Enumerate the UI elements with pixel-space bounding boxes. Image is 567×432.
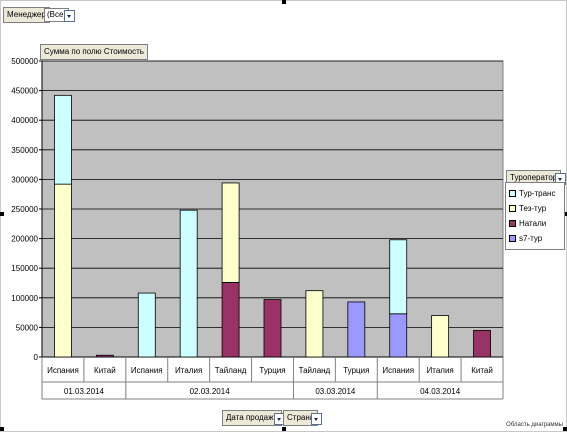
bar-segment	[305, 290, 324, 358]
legend-item-tur-trans: Тур-транс	[509, 188, 555, 200]
legend-swatch-tur-trans	[509, 190, 516, 198]
bar-segment	[389, 313, 408, 358]
legend-label-natali: Натали	[519, 219, 547, 228]
resize-handle-right[interactable]	[563, 212, 567, 216]
x-category-label: Испания	[382, 366, 414, 375]
y-tick-label: 50000	[16, 323, 39, 332]
legend: Тур-транс Тез-тур Натали s7-тур	[505, 182, 565, 250]
x-category-label: Китай	[471, 366, 493, 375]
bar-segment	[54, 94, 72, 185]
date-field-button[interactable]: Дата продажи	[222, 410, 282, 426]
bar-segment	[221, 182, 240, 283]
x-category-label: Тайланд	[299, 366, 331, 375]
y-tick-label: 0	[34, 353, 39, 362]
legend-item-s7-tur: s7-тур	[509, 233, 542, 245]
y-tick-label: 350000	[11, 146, 38, 155]
legend-label-tez-tur: Тез-тур	[519, 204, 547, 213]
x-category-label: Испания	[47, 366, 79, 375]
x-group-label: 03.03.2014	[315, 387, 356, 396]
x-category-label: Турция	[343, 366, 369, 375]
y-tick-label: 250000	[11, 205, 38, 214]
legend-swatch-s7-tur	[509, 235, 516, 243]
x-category-label: Тайланд	[215, 366, 247, 375]
resize-handle-top[interactable]	[282, 0, 286, 4]
x-category-label: Испания	[131, 366, 163, 375]
bar-segment	[473, 329, 491, 358]
x-group-label: 01.03.2014	[64, 387, 105, 396]
y-tick-label: 100000	[11, 294, 38, 303]
bar-segment	[179, 209, 198, 358]
y-tick-label: 450000	[11, 87, 38, 96]
bar-segment	[95, 354, 114, 358]
measure-field-button[interactable]: Сумма по полю Стоимость	[40, 44, 148, 60]
x-category-label: Италия	[427, 366, 454, 375]
x-category-label: Турция	[259, 366, 285, 375]
bar-segment	[54, 183, 72, 358]
x-group-label: 02.03.2014	[190, 387, 231, 396]
bar-segment	[263, 299, 282, 358]
x-category-label: Китай	[94, 366, 116, 375]
legend-swatch-tez-tur	[509, 205, 516, 213]
y-tick-label: 300000	[11, 175, 38, 184]
legend-label-s7-tur: s7-тур	[519, 234, 543, 243]
y-tick-label: 400000	[11, 116, 38, 125]
resize-handle-bottom[interactable]	[282, 427, 286, 431]
resize-handle-left[interactable]	[0, 212, 4, 216]
bar-segment	[389, 239, 408, 315]
chart-area-label: Область диаграммы	[506, 422, 563, 428]
y-tick-label: 150000	[11, 264, 38, 273]
x-group-label: 04.03.2014	[420, 387, 461, 396]
legend-label-tur-trans: Тур-транс	[519, 189, 556, 198]
legend-item-tez-tur: Тез-тур	[509, 203, 546, 215]
bar-segment	[347, 301, 366, 358]
resize-handle-bottom-right[interactable]	[563, 427, 567, 431]
bar-segment	[221, 282, 240, 358]
manager-dropdown-icon[interactable]	[64, 10, 75, 22]
legend-item-natali: Натали	[509, 218, 546, 230]
legend-swatch-natali	[509, 220, 516, 228]
bar-segment	[137, 292, 156, 358]
x-category-label: Италия	[175, 366, 202, 375]
y-tick-label: 200000	[11, 235, 38, 244]
resize-handle-bottom-left[interactable]	[0, 427, 4, 431]
bar-segment	[431, 315, 450, 358]
country-dropdown-icon[interactable]	[311, 413, 322, 425]
y-tick-label: 500000	[11, 57, 38, 66]
